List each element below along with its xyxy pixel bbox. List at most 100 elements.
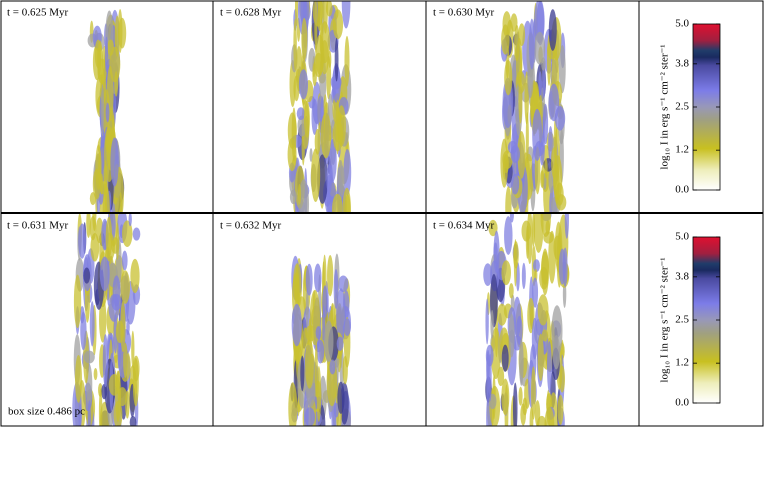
plume [501,24,510,55]
plume [117,387,128,407]
plume [533,214,544,253]
plume [514,24,520,62]
plume [78,223,87,259]
plume [75,354,82,403]
colorbar [692,23,721,191]
plume [87,399,91,426]
plume [537,333,544,382]
plume [289,189,297,205]
plume [337,159,344,201]
plume [314,128,321,155]
plume [287,137,297,172]
plume [333,402,339,418]
plume [319,21,330,64]
plume [315,326,322,340]
plume [483,263,493,287]
colorbar-label: log₁₀ I in erg s⁻¹ cm⁻² ster⁻¹ [659,257,671,382]
panel-image [288,253,352,426]
plume [541,329,549,342]
tick-label: 3.8 [675,270,689,282]
plume [98,388,103,426]
plume [497,366,505,387]
plume [546,341,552,393]
plume [125,390,130,419]
tick-label: 1.2 [675,357,689,369]
plume [110,137,119,187]
plume [105,216,113,259]
plume [515,262,520,292]
plume [528,18,535,70]
plume [102,334,109,388]
plume [90,233,100,262]
plume [334,37,339,82]
plume [109,46,121,83]
tick-label: 2.5 [675,101,689,113]
plume [326,164,332,195]
plume [73,274,82,329]
plume [108,373,120,396]
plume [533,81,540,107]
plume [115,222,120,261]
plume [80,311,87,351]
plume [508,313,515,358]
plume [555,182,564,206]
plume [132,357,139,407]
plume [540,170,545,188]
plume [344,35,350,87]
plume [529,305,534,330]
plume [508,283,514,299]
plume [93,367,98,381]
plume [531,317,538,360]
plume [332,65,341,103]
plume [83,267,91,284]
plume [548,9,557,51]
plume [99,296,107,343]
plume [316,339,325,364]
plume [558,44,566,94]
plume [298,179,310,213]
plume [112,275,121,307]
plume [336,288,346,344]
plume [297,183,302,206]
plume [105,102,110,123]
plume [97,58,107,85]
plume [294,1,299,27]
box-size: box size 0.486 pc [8,406,85,418]
plume [517,131,526,179]
plume [83,350,95,364]
plume [551,147,557,179]
plume [520,403,527,426]
plume [335,99,340,155]
plume [525,225,530,259]
plume [314,1,318,54]
plume [525,112,529,164]
plume [518,76,523,124]
tick-label: 0.0 [675,184,689,196]
plume [126,318,130,336]
panel-label: t = 0.625 Myr [7,7,69,19]
plume [547,34,551,86]
plume [532,277,539,308]
plume [512,382,518,426]
plume [343,318,351,336]
plume [558,248,566,285]
plume [513,239,517,287]
plume [298,69,309,100]
plume [329,359,336,375]
panel-label: t = 0.630 Myr [433,7,495,19]
plume [322,1,328,34]
plume [497,303,507,326]
plume [501,378,510,416]
plume [312,62,317,87]
plume [341,1,351,29]
plume [548,230,556,284]
plume [305,288,309,330]
plume [538,71,542,98]
plume [488,219,498,237]
tick-label: 2.5 [675,314,689,326]
plume [78,403,82,426]
plume [311,148,321,203]
panel-image [287,1,352,213]
plume [132,227,141,241]
